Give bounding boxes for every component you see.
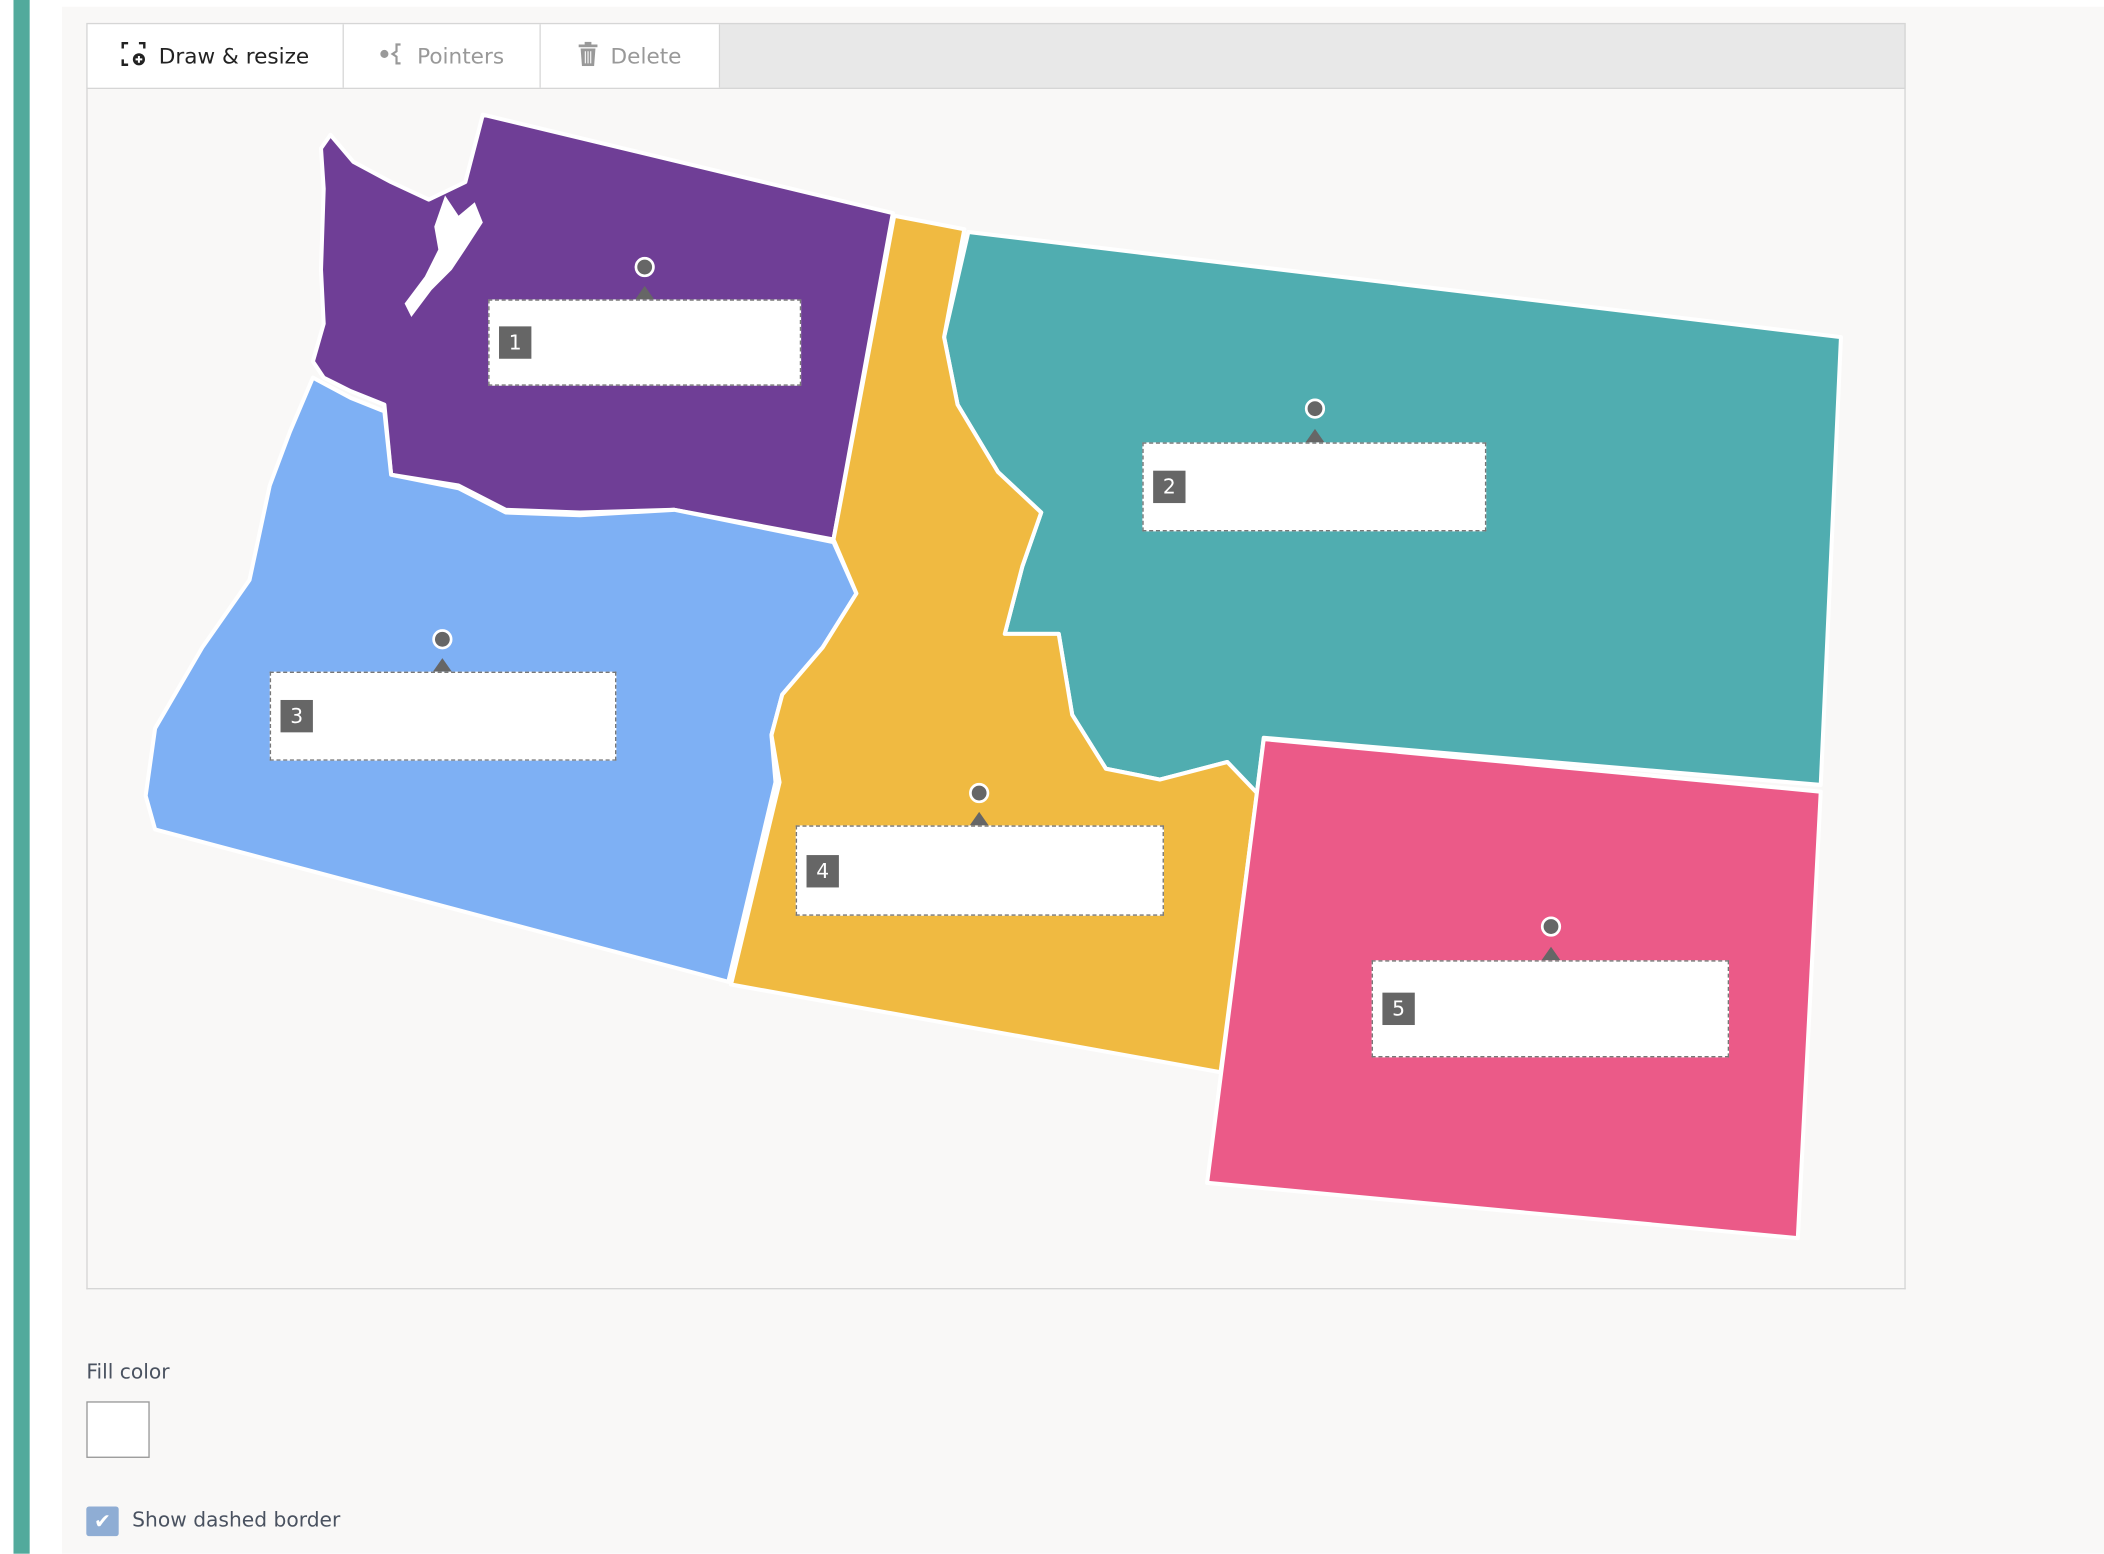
draw-resize-button[interactable]: Draw & resize	[87, 24, 344, 88]
pointer-pin[interactable]	[1304, 398, 1326, 443]
pointers-icon	[379, 41, 403, 71]
pin-handle[interactable]	[1540, 916, 1562, 937]
drop-zone-number: 5	[1382, 992, 1415, 1026]
delete-label: Delete	[610, 43, 682, 69]
drop-zone-number: 1	[499, 326, 532, 359]
pin-arrow	[969, 811, 989, 826]
pointers-label: Pointers	[417, 43, 505, 69]
pointer-pin[interactable]	[1540, 916, 1562, 961]
drop-zone-5[interactable]: 5	[1371, 960, 1730, 1058]
drop-zone-3[interactable]: 3	[269, 671, 617, 761]
pointer-pin[interactable]	[432, 629, 453, 672]
pin-handle[interactable]	[432, 629, 453, 650]
pin-arrow	[1541, 946, 1561, 961]
side-accent-bar	[13, 0, 30, 1554]
pin-handle[interactable]	[969, 782, 990, 804]
drop-zone-4[interactable]: 4	[795, 825, 1164, 916]
toolbar: Draw & resize Pointers Delete	[86, 22, 1906, 90]
fill-color-label: Fill color	[86, 1359, 170, 1384]
draw-resize-icon	[121, 41, 146, 71]
puget-sound	[404, 195, 483, 317]
pointer-pin[interactable]	[634, 256, 655, 300]
pointers-button[interactable]: Pointers	[343, 24, 541, 88]
drop-zone-number: 4	[806, 854, 839, 887]
show-dashed-border-label: Show dashed border	[132, 1507, 341, 1533]
pin-arrow	[432, 658, 452, 672]
pin-handle[interactable]	[634, 256, 655, 278]
drop-zone-number: 3	[280, 699, 313, 733]
draw-resize-label: Draw & resize	[158, 43, 310, 69]
drop-zone-2[interactable]: 2	[1142, 442, 1487, 532]
pin-arrow	[1305, 428, 1325, 443]
drop-zone-1[interactable]: 1	[488, 299, 802, 386]
show-dashed-border-checkbox[interactable]: ✔	[86, 1506, 119, 1537]
trash-icon	[578, 41, 598, 71]
delete-button[interactable]: Delete	[540, 24, 721, 88]
drop-zone-number: 2	[1153, 470, 1186, 504]
pin-arrow	[635, 285, 655, 300]
checkmark-icon: ✔	[94, 1509, 111, 1534]
fill-color-swatch[interactable]	[86, 1401, 150, 1458]
pin-handle[interactable]	[1304, 398, 1326, 419]
pointer-pin[interactable]	[969, 782, 990, 826]
